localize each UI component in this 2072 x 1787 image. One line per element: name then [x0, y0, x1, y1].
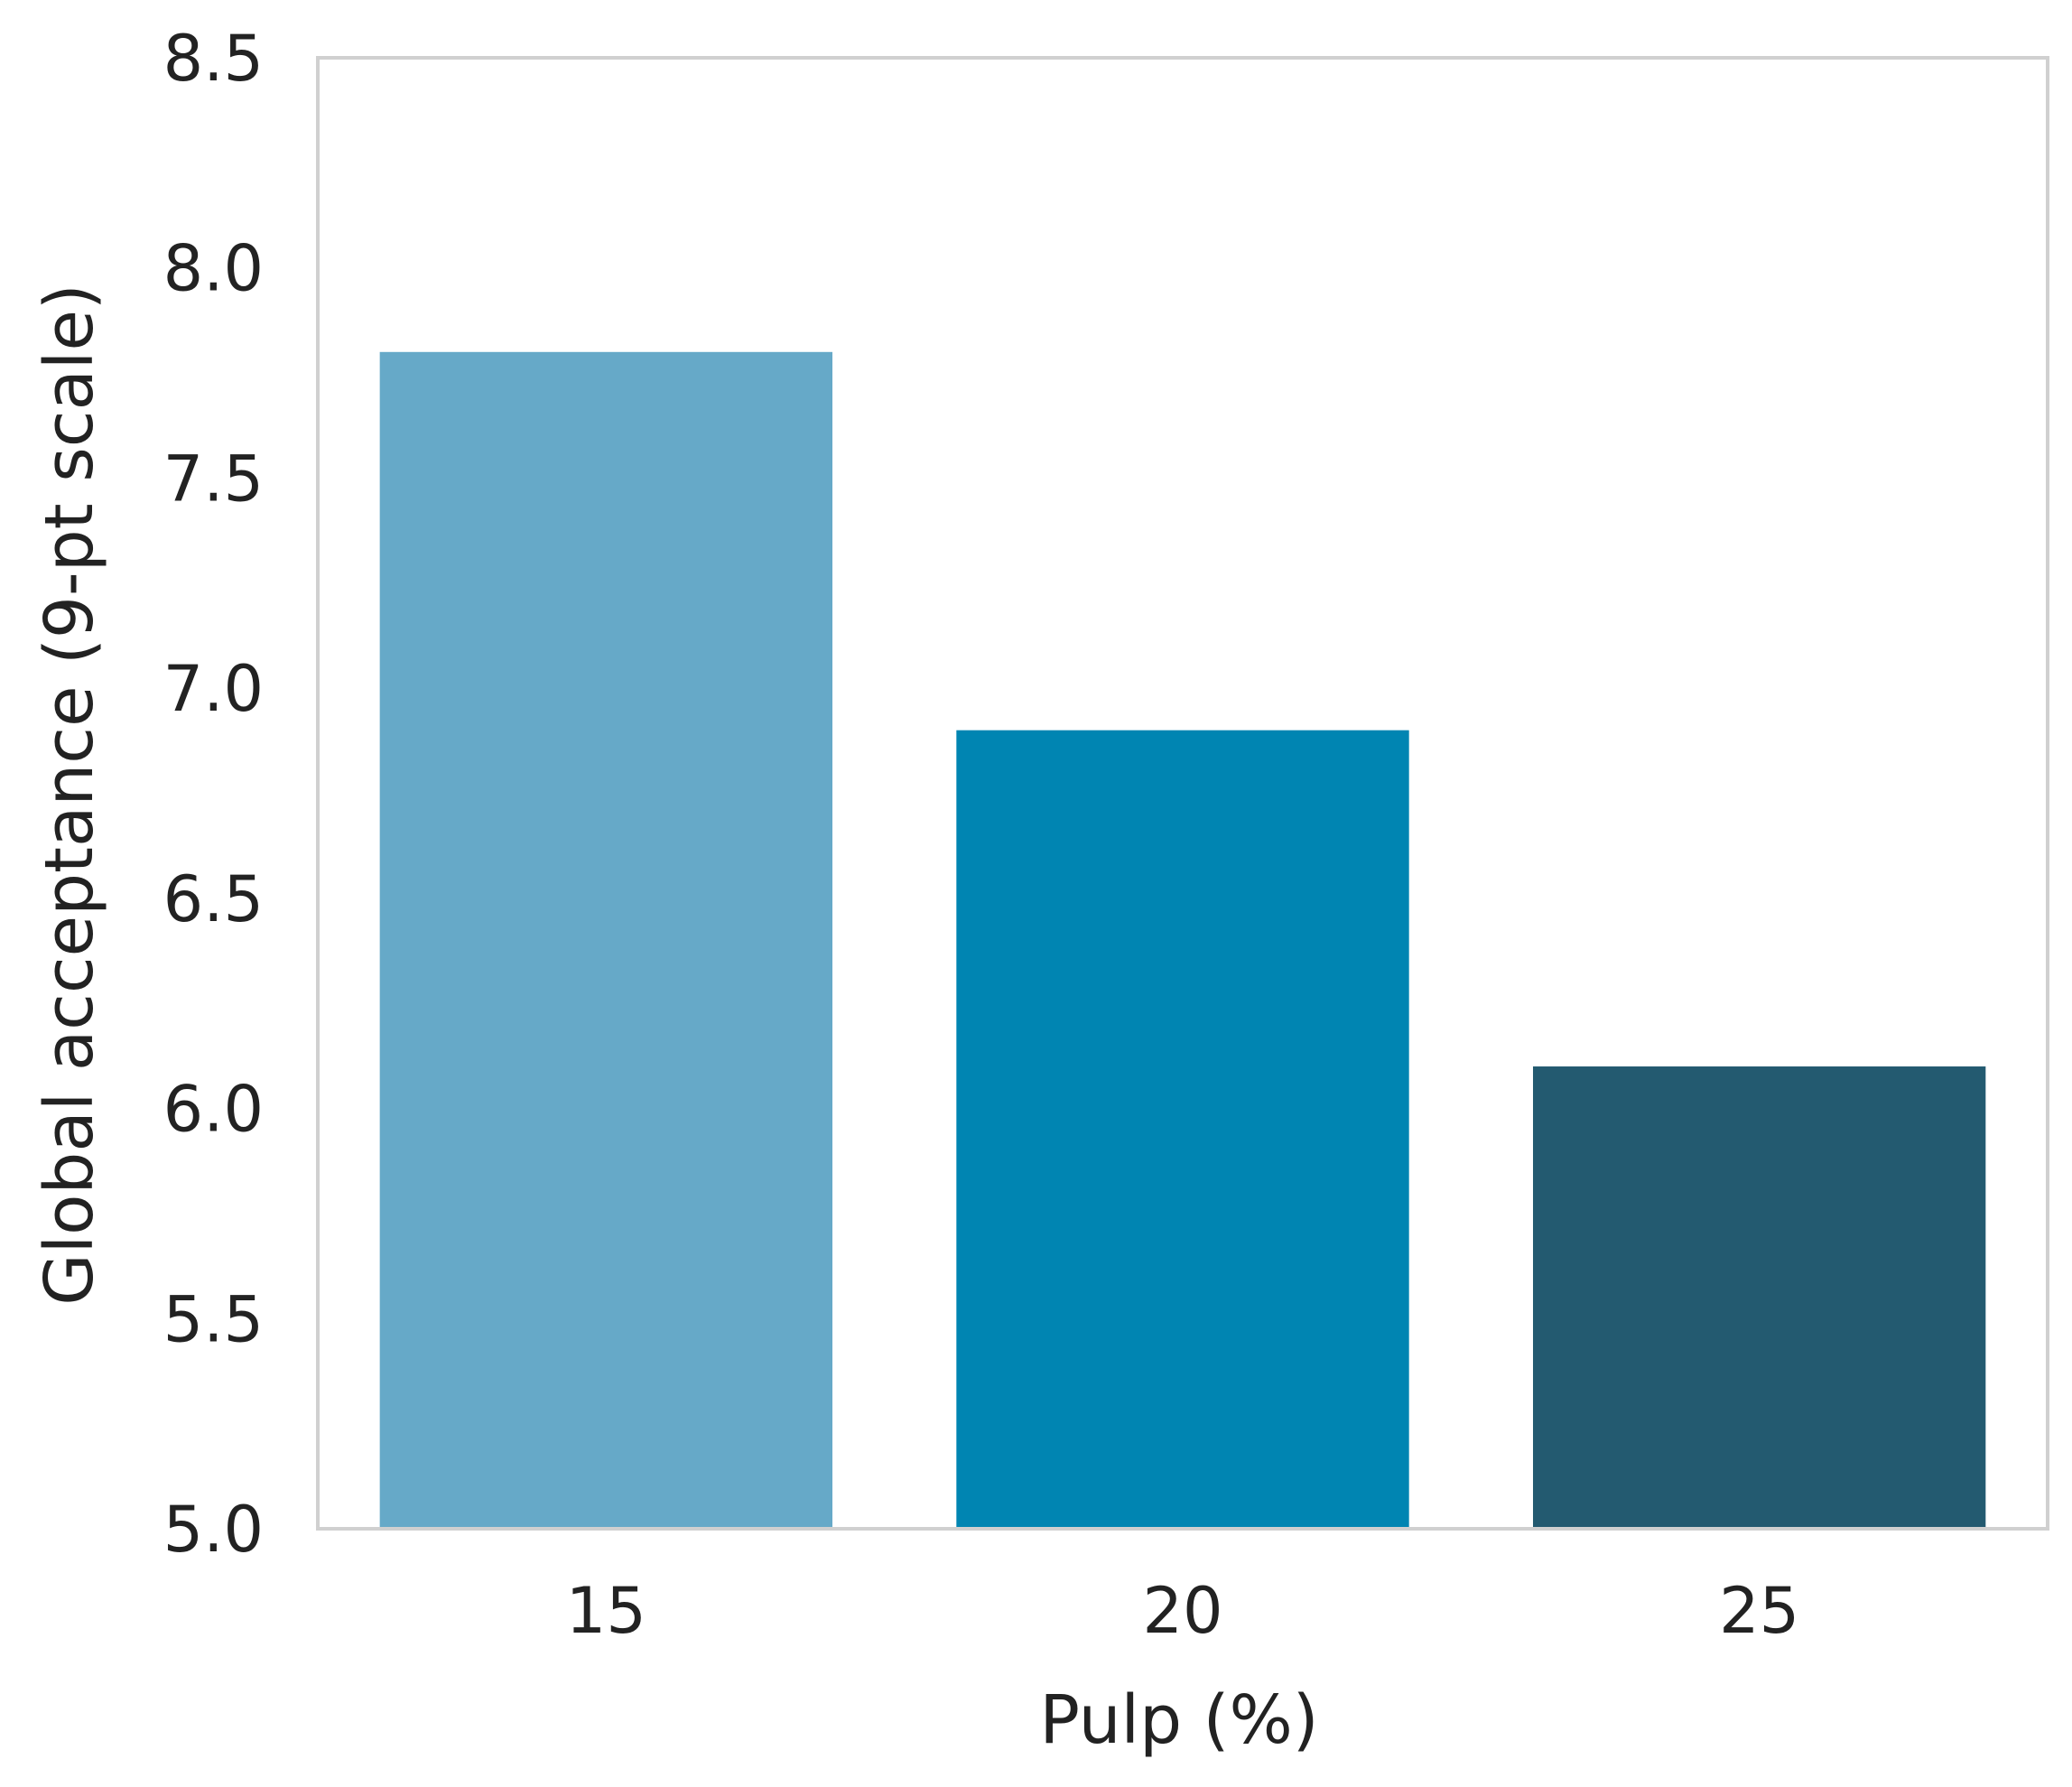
x-axis-ticks: 15 20 25: [566, 1574, 1799, 1648]
y-tick-label: 8.0: [163, 232, 264, 306]
y-tick-label: 6.0: [163, 1073, 264, 1147]
bar-25: [1532, 1066, 1986, 1529]
plot-frame: [316, 56, 2049, 1531]
y-tick-label: 7.0: [163, 652, 264, 726]
y-axis-ticks: 5.0 5.5 6.0 6.5 7.0 7.5 8.0 8.5: [163, 22, 264, 1567]
bar-20: [956, 730, 1409, 1529]
x-tick-label: 20: [1142, 1574, 1222, 1648]
y-tick-label: 5.5: [163, 1282, 264, 1356]
bar-15: [379, 351, 833, 1529]
x-axis-label: Pulp (%): [1039, 1681, 1318, 1759]
y-tick-label: 5.0: [163, 1493, 264, 1567]
y-tick-label: 6.5: [163, 862, 264, 936]
y-tick-label: 7.5: [163, 442, 264, 516]
y-tick-label: 8.5: [163, 22, 264, 96]
x-tick-label: 25: [1719, 1574, 1799, 1648]
y-axis-label: Global acceptance (9-pt scale): [31, 284, 108, 1306]
bars-layer: [379, 351, 1986, 1529]
x-tick-label: 15: [566, 1574, 646, 1648]
